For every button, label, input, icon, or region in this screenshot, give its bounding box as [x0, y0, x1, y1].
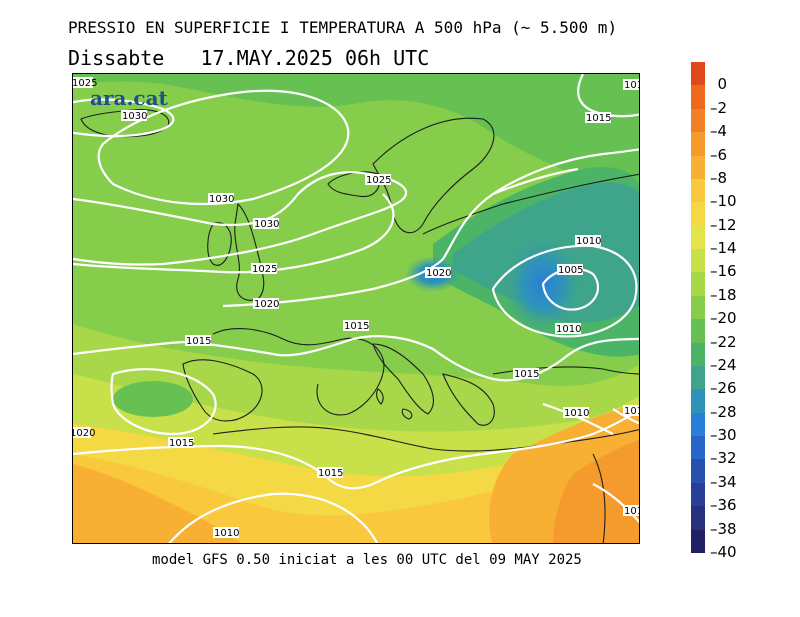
colorbar-tick-label: 40 [710, 545, 737, 560]
colorbar-segment [691, 249, 705, 273]
isobar-label: 1010 [624, 506, 640, 517]
colorbar-segment [691, 225, 705, 250]
isobar-label: 1015 [318, 468, 343, 479]
isobar-label: 1010 [576, 236, 601, 247]
isobar-label: 1030 [122, 111, 147, 122]
colorbar-tick-label: 4 [710, 124, 728, 139]
isobar-label: 1025 [73, 78, 97, 89]
cold-pool-atlantic [113, 381, 193, 417]
colorbar-segment [691, 365, 705, 390]
isobar-label: 1015 [169, 438, 194, 449]
forecast-datetime: Dissabte 17.MAY.2025 06h UTC [68, 46, 430, 70]
isobar-label: 1010 [624, 406, 640, 417]
colorbar-segment [691, 132, 705, 157]
colorbar-segment [691, 295, 705, 320]
colorbar-segment [691, 436, 705, 460]
colorbar-tick-label: 2 [710, 100, 728, 116]
colorbar-segment [691, 389, 705, 414]
colorbar-tick-label: 24 [710, 357, 737, 373]
colorbar-segment [691, 412, 705, 437]
weather-map: 1025 1030 1030 1030 1025 1020 1025 1020 … [72, 73, 640, 544]
colorbar-tick-label: 16 [710, 264, 737, 279]
isobar-label: 1015 [514, 369, 539, 380]
colorbar-tick-label: 18 [710, 287, 737, 303]
model-info: model GFS 0.50 iniciat a les 00 UTC del … [152, 552, 582, 568]
warm-sw [73, 464, 241, 543]
coastlines [80, 109, 639, 543]
colorbar-tick-label: 0 [717, 75, 728, 94]
colorbar-tick-label: 26 [710, 381, 737, 396]
isobar-label: 1010 [624, 80, 640, 91]
colorbar [691, 62, 705, 554]
colorbar-segment [691, 482, 705, 507]
map-canvas: 1025 1030 1030 1030 1025 1020 1025 1020 … [73, 74, 640, 543]
colorbar-tick-label: 22 [710, 334, 737, 350]
colorbar-segment [691, 272, 705, 297]
colorbar-tick-label: 14 [710, 241, 737, 256]
isobars [73, 74, 639, 543]
isobar-label: 1025 [252, 264, 277, 275]
colorbar-segment [691, 62, 705, 86]
isobar-label: 1005 [558, 265, 583, 276]
colorbar-segment [691, 319, 705, 344]
isobar-label: 1020 [254, 299, 279, 310]
isobar-label: 1010 [556, 324, 581, 335]
colorbar-tick-label: 28 [710, 404, 737, 420]
colorbar-segment [691, 155, 705, 180]
isobar-label: 1030 [209, 194, 234, 205]
isobar-label: 1020 [73, 428, 95, 439]
isobar-labels: 1025 1030 1030 1030 1025 1020 1025 1020 … [73, 77, 640, 539]
colorbar-tick-label: 36 [710, 498, 737, 513]
isobar-label: 1025 [366, 175, 391, 186]
isobar-label: 1015 [186, 336, 211, 347]
isobar-label: 1010 [564, 408, 589, 419]
colorbar-tick-label: 38 [710, 521, 737, 537]
colorbar-tick-label: 8 [710, 170, 728, 186]
isobar-label: 1030 [254, 219, 279, 230]
colorbar-segment [691, 506, 705, 531]
colorbar-tick-label: 10 [710, 194, 737, 209]
isobar-label: 1015 [344, 321, 369, 332]
isobar-label: 1015 [586, 113, 611, 124]
colorbar-segment [691, 85, 705, 110]
colorbar-tick-label: 32 [710, 451, 737, 466]
isobar-label: 1010 [214, 528, 239, 539]
colorbar-segment [691, 108, 705, 133]
colorbar-segment [691, 342, 705, 367]
colorbar-tick-label: 6 [710, 147, 728, 163]
chart-title: PRESSIO EN SUPERFICIE I TEMPERATURA A 50… [68, 18, 618, 37]
colorbar-tick-label: 34 [710, 474, 737, 490]
hot-se [553, 439, 639, 543]
colorbar-segment [691, 202, 705, 227]
cold-air-north [73, 74, 639, 194]
colorbar-segment [691, 459, 705, 484]
colorbar-tick-label: 20 [710, 311, 737, 326]
logo: ara.cat [90, 86, 168, 110]
colorbar-segment [691, 178, 705, 203]
isobar-label: 1020 [426, 268, 451, 279]
colorbar-tick-label: 30 [710, 428, 737, 443]
colorbar-tick-label: 12 [710, 217, 737, 233]
colorbar-segment [691, 529, 705, 554]
